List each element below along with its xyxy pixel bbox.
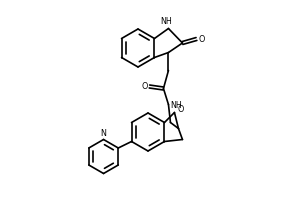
Text: NH: NH	[171, 101, 182, 110]
Text: O: O	[141, 82, 148, 91]
Text: N: N	[100, 129, 106, 138]
Text: O: O	[198, 34, 205, 44]
Text: O: O	[177, 105, 184, 114]
Text: NH: NH	[160, 17, 172, 26]
